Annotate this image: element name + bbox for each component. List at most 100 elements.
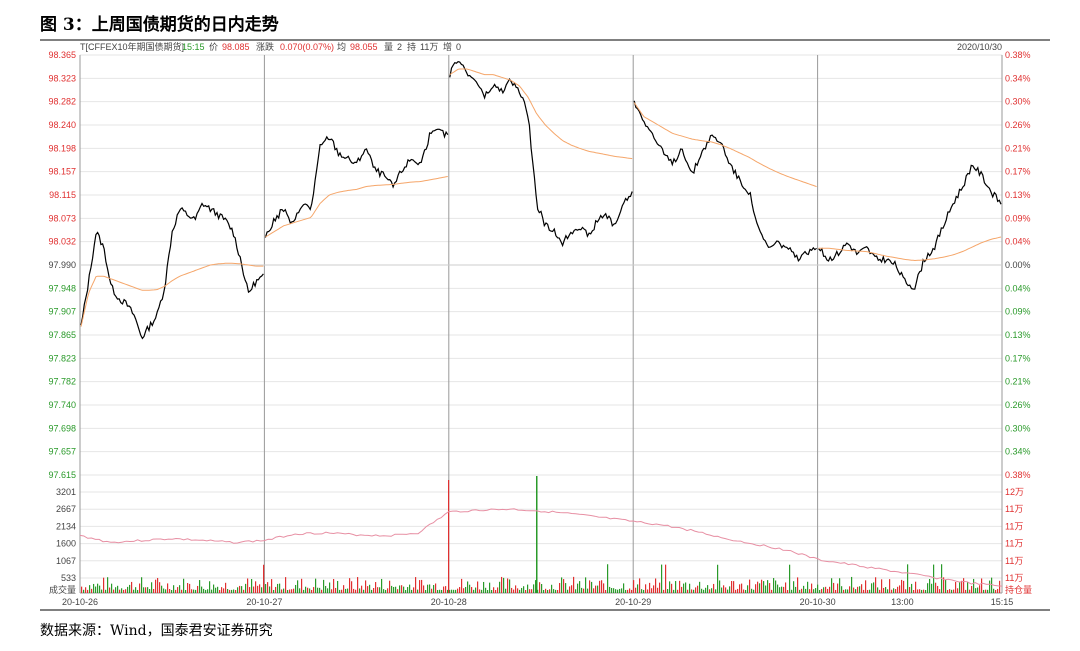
volume-bar — [463, 588, 465, 593]
price-tick-label: 97.698 — [48, 423, 76, 433]
volume-bar — [277, 583, 279, 593]
volume-bar — [471, 587, 473, 593]
pct-tick-label: 0.04% — [1005, 237, 1031, 247]
volume-bar — [573, 576, 575, 593]
volume-bar — [549, 589, 551, 593]
volume-bar — [905, 589, 907, 593]
volume-bar — [667, 589, 669, 593]
volume-bar — [289, 589, 291, 593]
volume-bar — [875, 577, 877, 593]
volume-bar — [103, 577, 105, 593]
volume-bar — [431, 588, 433, 593]
pct-tick-label: 0.38% — [1005, 470, 1031, 480]
volume-bar — [255, 581, 257, 593]
volume-bar — [131, 581, 133, 593]
volume-bar — [917, 589, 919, 593]
volume-bar — [325, 585, 327, 593]
volume-bar — [803, 585, 805, 593]
volume-bar — [577, 583, 579, 593]
volume-bar — [377, 587, 379, 593]
volume-bar — [299, 588, 301, 593]
volume-bar — [117, 585, 119, 593]
price-tick-label: 98.240 — [48, 120, 76, 130]
volume-bar — [525, 589, 527, 593]
volume-bar — [335, 587, 337, 593]
volume-bar — [371, 589, 373, 593]
volume-label: 成交量 — [49, 584, 76, 595]
volume-bar — [833, 582, 835, 593]
volume-bar — [469, 584, 471, 593]
volume-bar — [563, 579, 565, 593]
volume-bar — [581, 587, 583, 593]
volume-bar — [799, 589, 801, 593]
volume-bar — [457, 588, 459, 593]
avg-line — [449, 68, 633, 160]
volume-bar — [263, 564, 265, 593]
volume-bar — [643, 589, 645, 593]
volume-bar — [863, 589, 865, 593]
vol-tick-label: 3201 — [56, 487, 76, 497]
volume-bar — [935, 582, 937, 593]
volume-bar — [689, 583, 691, 593]
volume-bar — [925, 589, 927, 593]
volume-bar — [383, 589, 385, 593]
volume-bar — [623, 583, 625, 593]
volume-bar — [395, 586, 397, 593]
volume-bar — [587, 588, 589, 593]
volume-bar — [373, 588, 375, 593]
volume-bar — [331, 589, 333, 593]
volume-bar — [257, 585, 259, 593]
price-tick-label: 97.907 — [48, 307, 76, 317]
volume-bar — [533, 584, 535, 593]
volume-bar — [83, 589, 85, 593]
volume-bar — [195, 589, 197, 593]
volume-bar — [163, 588, 165, 593]
volume-bar — [231, 589, 233, 593]
volume-bar — [745, 589, 747, 593]
volume-bar — [403, 586, 405, 593]
volume-bar — [853, 587, 855, 593]
pct-tick-label: 0.26% — [1005, 120, 1031, 130]
volume-bar — [551, 584, 553, 593]
volume-bar — [783, 586, 785, 593]
volume-bar — [327, 588, 329, 593]
volume-bar — [451, 589, 453, 593]
volume-bar — [815, 588, 817, 593]
volume-bar — [455, 589, 457, 593]
volume-bar — [149, 589, 151, 593]
volume-bar — [999, 580, 1001, 593]
volume-bar — [609, 586, 611, 593]
volume-bar — [741, 583, 743, 593]
volume-bar — [651, 588, 653, 593]
volume-bar — [329, 582, 331, 593]
volume-bar — [141, 577, 143, 593]
volume-bar — [695, 587, 697, 593]
header-avg: 98.055 — [350, 42, 378, 52]
avg-line — [265, 176, 448, 238]
volume-bar — [797, 577, 799, 593]
volume-bar — [425, 589, 427, 593]
volume-bar — [419, 580, 421, 593]
price-tick-label: 98.365 — [48, 50, 76, 60]
volume-bar — [849, 586, 851, 593]
volume-bar — [387, 588, 389, 593]
volume-bar — [897, 586, 899, 593]
volume-bar — [541, 584, 543, 593]
price-tick-label: 98.115 — [49, 190, 76, 200]
volume-bar — [497, 587, 499, 593]
volume-bar — [531, 589, 533, 593]
volume-bar — [347, 588, 349, 593]
volume-bar — [345, 588, 347, 593]
volume-bar — [341, 589, 343, 593]
volume-bar — [175, 589, 177, 593]
volume-bar — [719, 580, 721, 593]
price-tick-label: 97.823 — [48, 353, 76, 363]
volume-bar — [235, 589, 237, 593]
volume-bar — [301, 578, 303, 593]
volume-bar — [725, 587, 727, 593]
price-tick-label: 98.032 — [48, 237, 76, 247]
volume-bar — [847, 589, 849, 593]
volume-bar — [871, 583, 873, 593]
volume-bar — [421, 579, 423, 593]
volume-bar — [221, 587, 223, 593]
